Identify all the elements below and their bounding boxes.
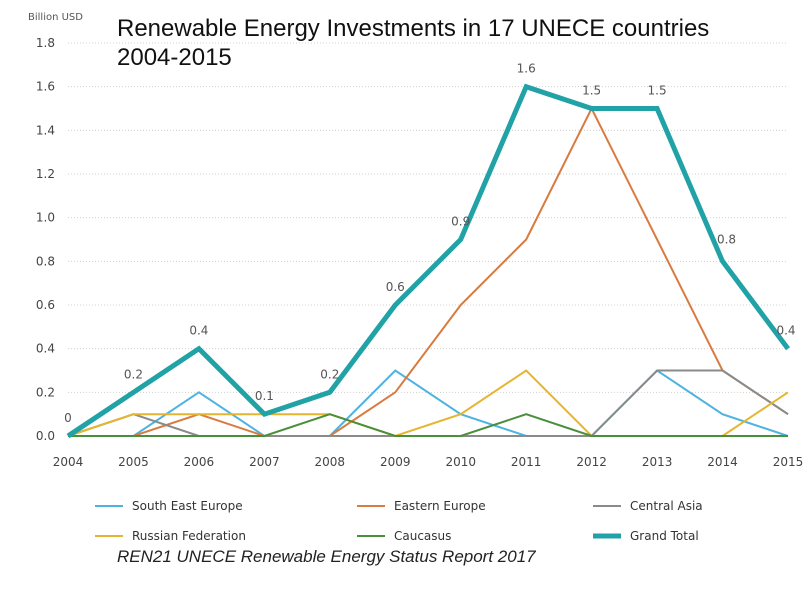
y-tick-label: 1.0 bbox=[36, 211, 55, 225]
x-tick-label: 2013 bbox=[642, 455, 673, 469]
x-tick-label: 2005 bbox=[118, 455, 149, 469]
x-tick-label: 2010 bbox=[445, 455, 476, 469]
data-label: 0.2 bbox=[320, 367, 339, 381]
y-tick-label: 0.4 bbox=[36, 342, 55, 356]
series-line-russian-federation bbox=[68, 371, 788, 437]
x-tick-label: 2007 bbox=[249, 455, 280, 469]
series-line-south-east-europe bbox=[68, 371, 788, 437]
y-tick-label: 0.6 bbox=[36, 298, 55, 312]
legend-label: Caucasus bbox=[394, 529, 451, 543]
y-tick-label: 1.2 bbox=[36, 167, 55, 181]
data-label: 1.5 bbox=[648, 84, 667, 98]
series-line-central-asia bbox=[68, 371, 788, 437]
legend-label: Grand Total bbox=[630, 529, 699, 543]
y-tick-label: 0.8 bbox=[36, 254, 55, 268]
data-label: 0.9 bbox=[451, 215, 470, 229]
legend-label: Russian Federation bbox=[132, 529, 246, 543]
x-tick-label: 2008 bbox=[315, 455, 346, 469]
legend-label: South East Europe bbox=[132, 499, 243, 513]
y-tick-label: 0.2 bbox=[36, 385, 55, 399]
legend-label: Eastern Europe bbox=[394, 499, 486, 513]
x-tick-label: 2004 bbox=[53, 455, 84, 469]
x-tick-label: 2014 bbox=[707, 455, 738, 469]
x-tick-label: 2015 bbox=[773, 455, 804, 469]
data-label: 0.4 bbox=[776, 324, 795, 338]
data-label: 0.4 bbox=[189, 324, 208, 338]
data-label: 0.6 bbox=[386, 280, 405, 294]
data-label: 0.1 bbox=[255, 389, 274, 403]
x-tick-label: 2009 bbox=[380, 455, 411, 469]
x-axis-ticks: 2004 2005 2006 2007 2008 2009 2010 2011 2012 2013… bbox=[53, 455, 804, 469]
y-tick-label: 0.0 bbox=[36, 429, 55, 443]
data-label: 0.8 bbox=[717, 232, 736, 246]
x-tick-label: 2012 bbox=[576, 455, 607, 469]
y-tick-label: 1.6 bbox=[36, 80, 55, 94]
data-label: 0.2 bbox=[124, 367, 143, 381]
source-caption: REN21 UNECE Renewable Energy Status Repo… bbox=[117, 547, 536, 567]
data-label: 1.5 bbox=[582, 84, 601, 98]
y-axis-ticks: 0.0 0.2 0.4 0.6 0.8 1.0 1.2 1.4 1.6 1.8 bbox=[36, 36, 55, 443]
legend: South East Europe Eastern Europe Central A… bbox=[95, 499, 703, 543]
y-tick-label: 1.4 bbox=[36, 123, 55, 137]
y-tick-label: 1.8 bbox=[36, 36, 55, 50]
x-tick-label: 2011 bbox=[511, 455, 542, 469]
legend-label: Central Asia bbox=[630, 499, 703, 513]
data-label: 1.6 bbox=[517, 62, 536, 76]
gridlines bbox=[68, 43, 788, 436]
x-tick-label: 2006 bbox=[184, 455, 215, 469]
data-label: 0 bbox=[64, 411, 72, 425]
